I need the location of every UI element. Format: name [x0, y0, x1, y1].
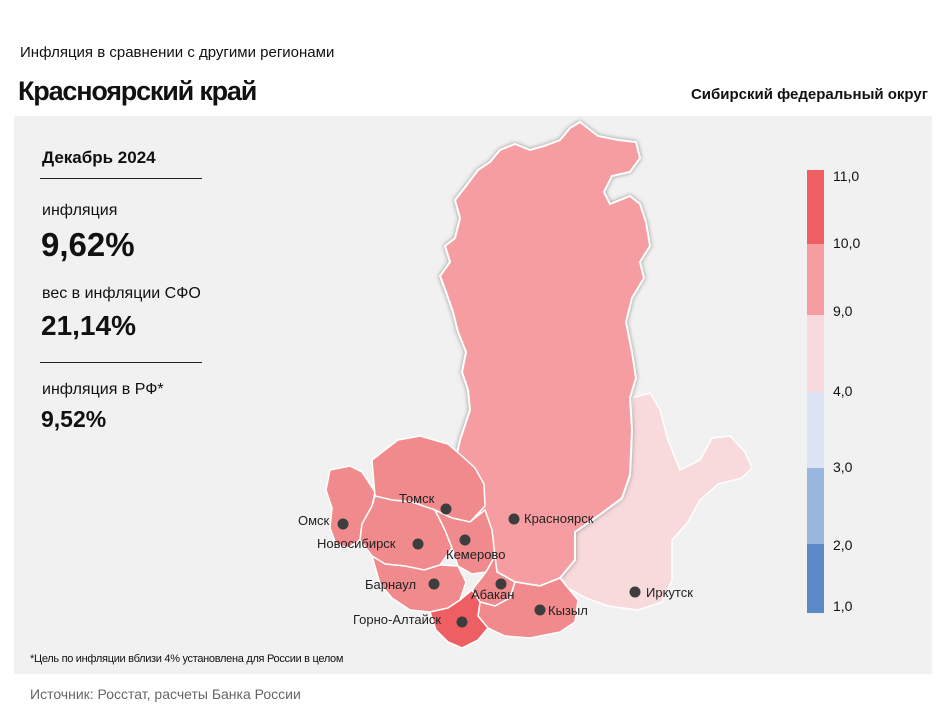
city-label: Омск — [298, 513, 330, 528]
legend-bin-9-10 — [807, 244, 824, 315]
region-altai-krai — [370, 554, 467, 613]
city-label: Горно-Алтайск — [353, 612, 441, 627]
city-dot-tomsk — [440, 503, 452, 515]
legend-tick: 11,0 — [833, 168, 859, 184]
period-label: Декабрь 2024 — [42, 148, 156, 167]
city-dot-gorno-altaysk — [456, 616, 468, 628]
city-label: Кемерово — [446, 547, 505, 562]
district-name: Сибирский федеральный округ — [690, 86, 928, 103]
legend-bin-1-2 — [807, 544, 824, 613]
city-label: Кызыл — [548, 603, 588, 618]
city-label: Томск — [399, 491, 435, 506]
city-dot-krasnoyarsk — [508, 513, 520, 525]
region-tyva — [477, 577, 579, 639]
city-label: Красноярск — [524, 511, 594, 526]
legend-tick: 2,0 — [833, 537, 853, 553]
city-label: Абакан — [471, 587, 514, 602]
legend-tick: 10,0 — [833, 235, 860, 251]
footnote: *Цель по инфляции вблизи 4% установлена … — [30, 653, 344, 665]
city-dot-kemerovo — [459, 534, 471, 546]
legend-bin-2-3 — [807, 468, 824, 544]
rf-inflation-value: 9,52% — [41, 406, 107, 432]
source-note: Источник: Росстат, расчеты Банка России — [30, 686, 301, 702]
legend-tick: 9,0 — [833, 303, 853, 319]
city-dot-kyzyl — [534, 604, 546, 616]
city-dot-omsk — [337, 518, 349, 530]
legend-tick: 3,0 — [833, 459, 853, 475]
legend-bin-3-4 — [807, 392, 824, 468]
legend-tick: 4,0 — [833, 383, 853, 399]
legend-tick: 1,0 — [833, 598, 853, 614]
weight-label: вес в инфляции СФО — [42, 285, 201, 302]
rf-inflation-label: инфляция в РФ* — [42, 381, 164, 398]
city-dot-novosibirsk — [412, 538, 424, 550]
weight-value: 21,14% — [41, 310, 136, 341]
color-legend — [807, 170, 824, 613]
inflation-label: инфляция — [42, 202, 118, 219]
region-title: Красноярский край — [18, 76, 257, 106]
chart-subtitle: Инфляция в сравнении с другими регионами — [20, 44, 335, 61]
city-label: Новосибирск — [317, 536, 396, 551]
inflation-value: 9,62% — [41, 226, 135, 263]
divider-bottom — [40, 362, 202, 363]
legend-bin-4-9 — [807, 315, 824, 392]
city-dot-barnaul — [428, 578, 440, 590]
city-dot-abakan — [495, 578, 507, 590]
city-label: Иркутск — [646, 585, 693, 600]
city-dot-irkutsk — [629, 586, 641, 598]
city-label: Барнаул — [365, 577, 416, 592]
divider-top — [40, 178, 202, 179]
legend-bin-10-11 — [807, 170, 824, 244]
